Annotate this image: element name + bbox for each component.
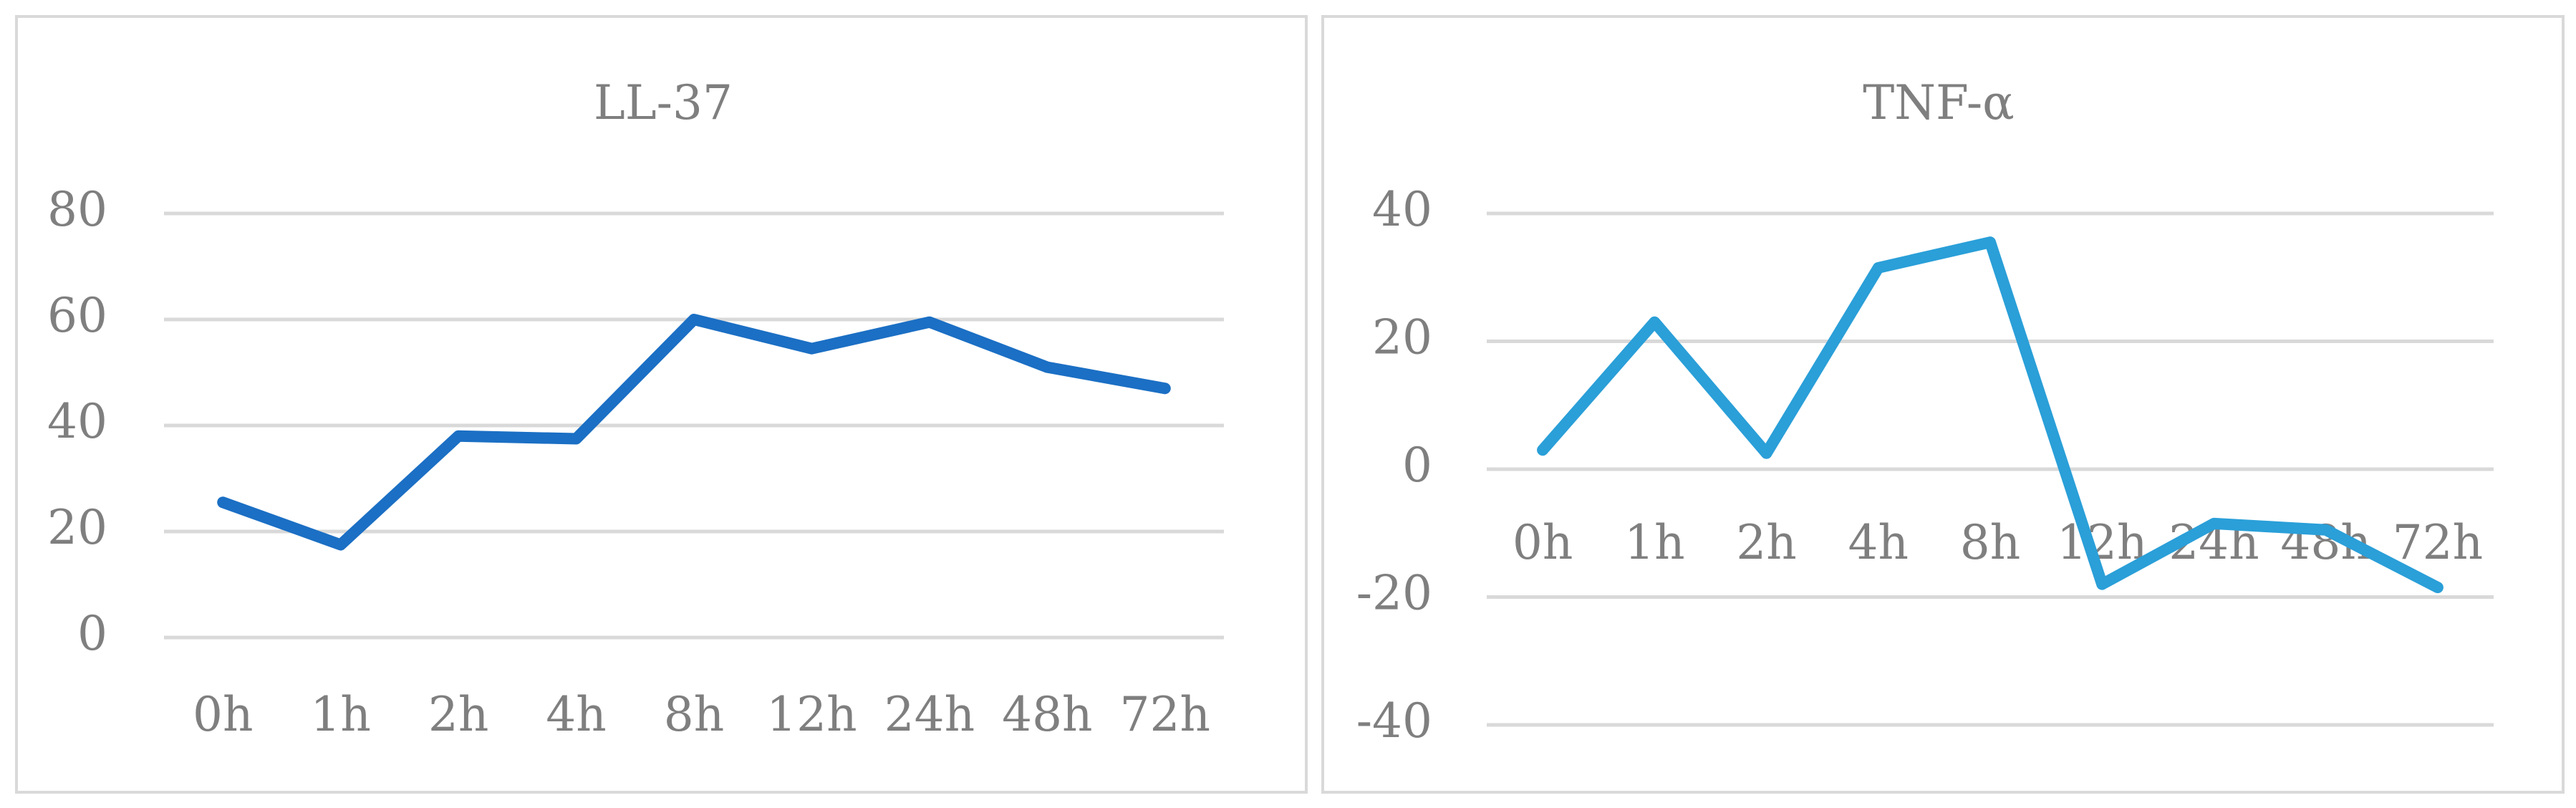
x-tick-label: 12h xyxy=(766,687,857,742)
y-tick-label: 0 xyxy=(77,606,107,661)
y-tick-label: 0 xyxy=(1402,438,1432,493)
x-tick-label: 4h xyxy=(1848,515,1909,570)
x-tick-label: 2h xyxy=(1736,515,1797,570)
x-tick-label: 0h xyxy=(193,687,254,742)
y-tick-label: 40 xyxy=(1372,182,1432,237)
x-tick-label: 12h xyxy=(2057,515,2148,570)
x-tick-label: 2h xyxy=(428,687,489,742)
y-tick-label: 80 xyxy=(47,182,107,237)
x-tick-label: 4h xyxy=(546,687,607,742)
y-tick-label: 40 xyxy=(47,394,107,449)
x-tick-label: 72h xyxy=(1120,687,1211,742)
y-tick-label: 20 xyxy=(47,500,107,555)
chart-title: LL-37 xyxy=(594,75,733,130)
x-tick-label: 1h xyxy=(310,687,371,742)
y-tick-label: -20 xyxy=(1356,566,1432,621)
data-line xyxy=(217,314,1171,551)
x-tick-label: 24h xyxy=(884,687,975,742)
data-line xyxy=(1537,236,2444,594)
x-tick-label: 48h xyxy=(1002,687,1093,742)
x-tick-label: 8h xyxy=(664,687,725,742)
y-tick-label: 60 xyxy=(47,288,107,343)
x-tick-label: 0h xyxy=(1513,515,1573,570)
chart-title: TNF-α xyxy=(1863,75,2014,130)
panel-border xyxy=(15,15,1308,794)
y-tick-label: -40 xyxy=(1356,693,1432,749)
x-tick-label: 72h xyxy=(2393,515,2484,570)
x-tick-label: 1h xyxy=(1624,515,1685,570)
y-tick-label: 20 xyxy=(1372,310,1432,365)
x-tick-label: 8h xyxy=(1960,515,2021,570)
panel-border xyxy=(1321,15,2565,794)
